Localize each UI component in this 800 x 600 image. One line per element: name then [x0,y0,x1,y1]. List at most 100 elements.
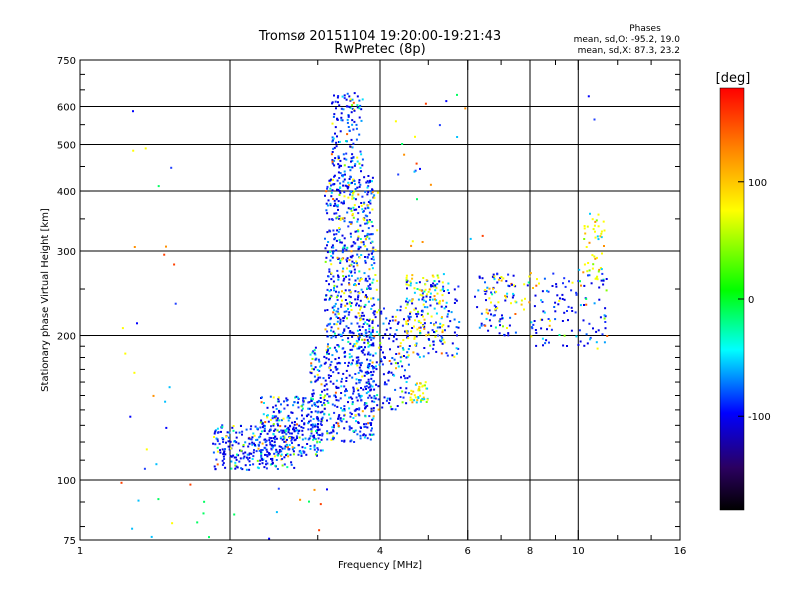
echo-point [396,309,399,312]
echo-point [265,460,268,463]
echo-point [368,394,371,397]
echo-point [441,281,444,284]
echo-point [359,369,362,372]
echo-point [358,414,361,417]
echo-point [570,329,573,332]
echo-point [360,306,363,309]
echo-point [349,331,352,334]
echo-point [331,306,334,309]
echo-point [334,202,337,205]
echo-point [599,316,602,319]
echo-point [316,378,319,381]
echo-point [366,358,369,361]
echo-point [403,318,405,321]
echo-point [133,246,136,248]
echo-point [337,317,339,319]
echo-point [345,152,348,155]
echo-point [355,302,358,305]
echo-point [405,387,408,390]
echo-point [351,166,354,169]
echo-point [240,425,242,427]
echo-point [324,361,327,364]
echo-point [371,252,373,255]
echo-point [263,427,266,430]
echo-point [347,401,349,404]
echo-point [574,311,577,314]
echo-point [598,286,601,289]
echo-point [454,298,457,301]
echo-point [336,320,339,323]
echo-point [292,453,295,456]
echo-point [165,245,167,248]
echo-point [312,389,315,392]
echo-point [589,212,591,215]
echo-point [377,346,380,349]
echo-point [301,429,304,432]
echo-point [366,437,369,440]
echo-point [129,415,132,418]
echo-point [412,390,415,393]
echo-point [388,322,390,325]
echo-point [378,333,381,336]
echo-point [336,205,339,208]
echo-point [332,371,335,374]
y-tick-label: 500 [57,141,76,152]
echo-point [423,347,426,349]
echo-point [435,299,438,302]
echo-point [367,364,369,367]
echo-point [416,315,418,318]
echo-point [346,211,349,214]
echo-point [321,433,324,435]
echo-point [288,444,291,446]
echo-point [539,318,542,321]
echo-point [445,100,448,103]
echo-point [132,110,134,113]
echo-point [486,286,489,289]
echo-point [356,347,359,350]
echo-point [273,438,276,441]
echo-point [382,336,384,339]
echo-point [315,416,318,419]
echo-point [196,521,199,524]
echo-point [348,396,350,399]
grid-lines [80,60,680,540]
echo-point [352,192,355,195]
echo-point [371,225,374,228]
echo-point [414,344,417,347]
echo-point [260,456,263,459]
echo-point [383,356,386,359]
echo-point [367,285,370,288]
echo-point [528,301,531,304]
echo-point [358,256,361,259]
echo-point [410,300,413,303]
echo-point [356,433,359,436]
echo-point [334,336,337,339]
echo-point [252,432,255,435]
echo-point [328,268,331,271]
echo-point [345,310,348,313]
echo-point [327,352,330,355]
echo-point [484,281,486,284]
echo-point [363,176,366,179]
echo-point [371,191,374,194]
echo-point [352,390,355,393]
echo-point [435,350,438,353]
echo-point [321,410,324,413]
echo-point [324,328,327,331]
echo-point [333,289,336,292]
echo-point [360,346,363,348]
echo-point [352,216,355,219]
echo-point [370,307,373,310]
echo-point [433,307,436,310]
echo-point [283,431,286,434]
echo-point [364,346,366,349]
echo-point [358,185,361,188]
echo-point [374,248,377,251]
echo-point [348,289,351,292]
echo-point [342,250,345,253]
echo-point [283,456,286,459]
echo-point [293,421,296,423]
echo-point [260,452,263,455]
echo-point [348,282,350,285]
echo-point [334,358,337,361]
